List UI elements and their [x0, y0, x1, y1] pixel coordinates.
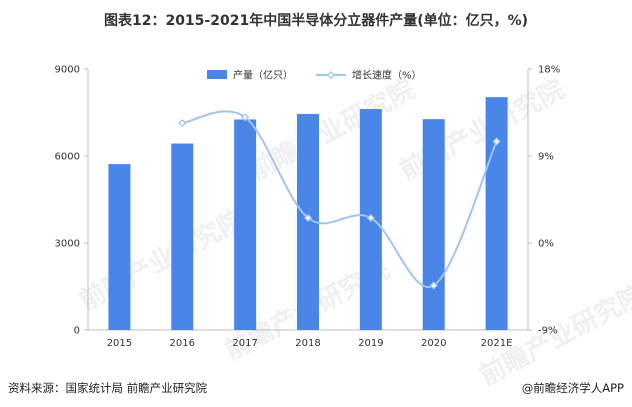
- bar: [108, 164, 131, 330]
- y-right-tick-label: -9%: [538, 326, 557, 337]
- x-tick-label: 2017: [232, 338, 257, 349]
- x-tick-label: 2021E: [481, 338, 513, 349]
- bar: [422, 119, 445, 330]
- y-left-tick-label: 6000: [55, 152, 80, 163]
- growth-line: [182, 110, 498, 289]
- bar: [234, 119, 257, 331]
- growth-point: [492, 137, 501, 146]
- growth-point: [366, 213, 375, 222]
- chart-title: 图表12：2015-2021年中国半导体分立器件产量(单位：亿只，%): [103, 13, 529, 29]
- legend-bar-swatch: [207, 70, 227, 79]
- legend-line-marker: [326, 70, 336, 80]
- y-left-tick-label: 3000: [55, 239, 80, 250]
- bar: [485, 97, 508, 330]
- legend-bar-label: 产量（亿只）: [233, 69, 293, 82]
- source-note: 资料来源：国家统计局 前瞻产业研究院: [8, 381, 208, 395]
- x-tick-label: 2015: [107, 338, 132, 349]
- growth-point: [241, 113, 250, 122]
- x-tick-label: 2020: [421, 338, 446, 349]
- y-left-tick-label: 9000: [55, 65, 80, 76]
- x-tick-label: 2019: [358, 338, 383, 349]
- x-tick-label: 2018: [295, 338, 320, 349]
- bar: [171, 143, 194, 330]
- growth-point: [429, 281, 438, 290]
- y-right-tick-label: 18%: [538, 65, 560, 76]
- legend-line-label: 增长速度（%）: [352, 69, 422, 82]
- y-right-tick-label: 0%: [538, 239, 554, 250]
- growth-point: [303, 213, 313, 222]
- brand-note: @前瞻经济学人APP: [521, 381, 624, 395]
- y-left-tick-label: 0: [74, 326, 80, 337]
- y-right-tick-label: 9%: [538, 152, 554, 163]
- x-tick-label: 2016: [170, 338, 195, 349]
- growth-point: [178, 119, 187, 128]
